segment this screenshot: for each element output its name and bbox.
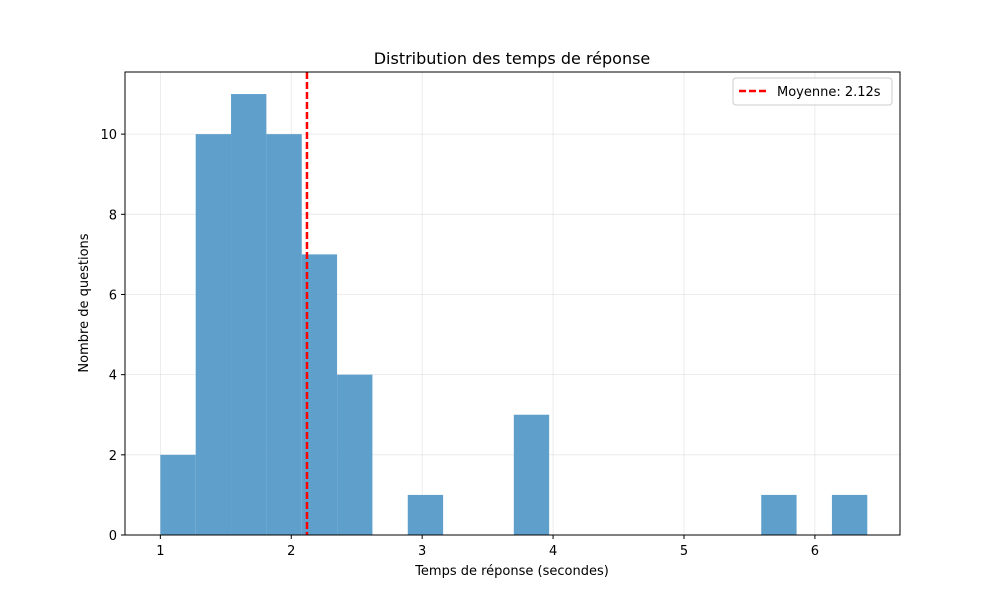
- y-axis-label: Nombre de questions: [77, 233, 92, 372]
- histogram-bar: [761, 494, 797, 535]
- histogram-bar: [160, 454, 196, 535]
- chart-title: Distribution des temps de réponse: [374, 49, 651, 68]
- histogram-bar: [513, 414, 550, 535]
- legend-box: [732, 77, 893, 106]
- plot-frame: [124, 71, 901, 536]
- legend: Moyenne: 2.12s: [732, 77, 893, 106]
- y-tick-label: 0: [109, 529, 117, 544]
- axes: [124, 71, 901, 536]
- x-tick-label: 2: [287, 544, 295, 559]
- histogram-bar: [337, 374, 373, 535]
- y-tick-label: 4: [109, 369, 117, 384]
- x-axis-label: Temps de réponse (secondes): [414, 564, 609, 579]
- y-tick-label: 2: [109, 449, 117, 464]
- x-tick-label: 5: [680, 544, 688, 559]
- y-tick-label: 6: [109, 288, 117, 303]
- y-tick-label: 10: [100, 128, 117, 143]
- legend-mean-label: Moyenne: 2.12s: [777, 85, 881, 100]
- histogram-bar: [831, 494, 868, 535]
- histogram-bar: [195, 134, 232, 535]
- histogram-bar: [231, 94, 267, 536]
- x-tick-label: 4: [549, 544, 557, 559]
- histogram-bar: [266, 134, 302, 535]
- ticks: 1 2 3 4 5 6 0 2 4 6 8 10: [100, 128, 819, 559]
- bars: [160, 94, 868, 536]
- y-tick-label: 8: [109, 208, 117, 223]
- x-tick-label: 6: [811, 544, 819, 559]
- x-tick-label: 3: [418, 544, 426, 559]
- histogram-bar: [407, 494, 444, 535]
- x-tick-label: 1: [156, 544, 164, 559]
